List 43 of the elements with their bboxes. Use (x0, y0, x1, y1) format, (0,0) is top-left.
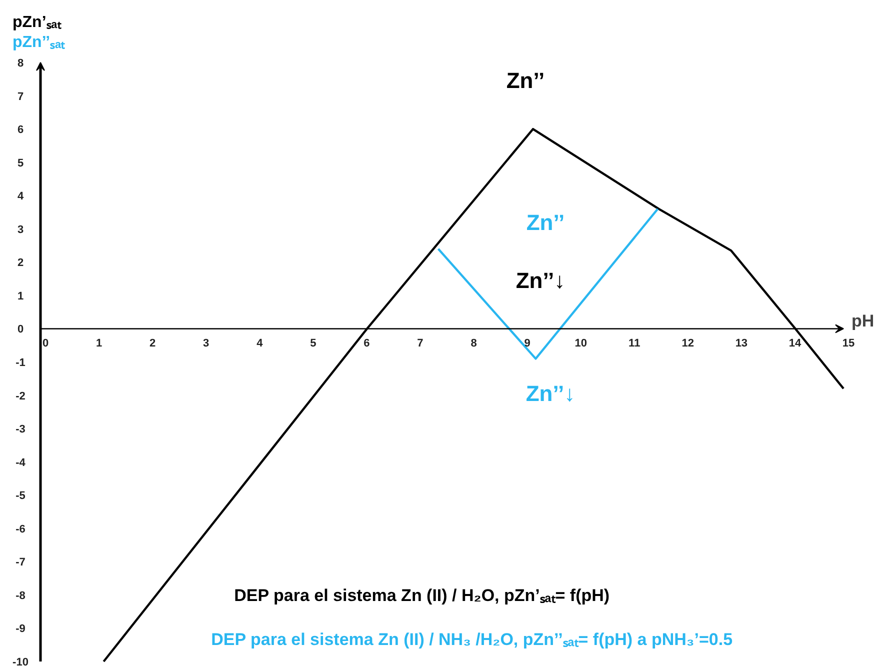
x-tick-label: 4 (256, 338, 264, 350)
x-tick-label: 6 (364, 338, 370, 350)
y-tick-label: 1 (17, 290, 24, 302)
x-tick-label: 1 (96, 338, 102, 350)
x-tick-label: 14 (788, 338, 802, 350)
x-tick-label: 11 (628, 338, 640, 350)
x-tick-label: 12 (682, 338, 694, 350)
y-tick-label: -6 (16, 523, 26, 536)
x-tick-label: 7 (417, 338, 424, 350)
y-tick-label: -1 (16, 357, 26, 369)
annotation: Zn’’ (526, 210, 565, 235)
x-tick-label: 10 (574, 338, 587, 350)
y-tick-label: -3 (16, 424, 26, 436)
y-tick-label: -2 (16, 390, 26, 402)
x-tick-label: 0 (42, 338, 49, 350)
annotation: DEP para el sistema Zn (II) / NH₃ /H₂O, pZn’’ₛₐₜ= f(pH) a pNH₃’=0.5 (211, 630, 733, 649)
annotation: Zn’’↓ (526, 381, 576, 406)
x-tick-label: 13 (735, 338, 748, 350)
y-tick-label: -10 (12, 656, 28, 668)
y-tick-label: 3 (17, 224, 24, 236)
annotation: Zn’’ (506, 68, 545, 93)
x-tick-label: 3 (203, 338, 210, 350)
x-tick-label: 5 (310, 338, 316, 350)
annotation: Zn’’↓ (516, 268, 566, 293)
x-tick-label: 2 (150, 338, 156, 350)
y-axis-title: pZn’ₛₐₜ pZn’’ₛₐₜ (12, 14, 66, 51)
y-tick-label: -5 (16, 490, 26, 502)
y-tick-label: 0 (17, 324, 24, 336)
y-tick-label: 6 (17, 124, 24, 136)
y-tick-label: -8 (16, 590, 26, 602)
y-tick-label: -7 (16, 556, 26, 569)
y-tick-label: 7 (17, 90, 24, 103)
y-tick-label: 2 (17, 257, 24, 270)
y-tick-label: -9 (16, 623, 26, 636)
annotation: DEP para el sistema Zn (II) / H₂O, pZn’ₛₐₜ= f(pH) (234, 586, 610, 605)
x-axis-title: pH (852, 312, 874, 331)
y-tick-label: 4 (17, 190, 24, 203)
x-tick-label: 8 (470, 338, 477, 350)
y-tick-label: 5 (17, 157, 24, 170)
x-tick-label: 9 (524, 338, 530, 350)
y-tick-label: 8 (17, 58, 24, 70)
y-tick-label: -4 (16, 456, 26, 469)
x-tick-label: 15 (842, 338, 855, 350)
